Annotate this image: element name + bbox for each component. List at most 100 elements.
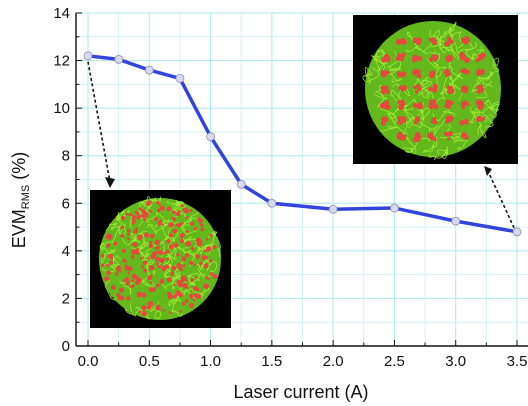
- constellation-symbol: [170, 272, 174, 277]
- constellation-symbol: [384, 53, 389, 59]
- constellation-high-current: [353, 15, 518, 164]
- constellation-symbol: [445, 42, 450, 47]
- constellation-symbol: [146, 200, 152, 206]
- constellation-symbol: [123, 278, 127, 283]
- constellation-symbol: [108, 260, 114, 265]
- constellation-symbol: [154, 217, 159, 222]
- constellation-symbol: [120, 225, 124, 230]
- constellation-symbol: [100, 254, 105, 258]
- constellation-symbol: [461, 132, 467, 138]
- data-point: [175, 74, 185, 83]
- constellation-symbol: [168, 276, 172, 280]
- constellation-symbol: [143, 268, 147, 273]
- constellation-symbol: [141, 209, 146, 214]
- constellation-symbol: [156, 304, 161, 309]
- constellation-symbol: [118, 287, 124, 293]
- constellation-symbol: [414, 116, 420, 123]
- constellation-symbol: [380, 69, 386, 75]
- constellation-symbol: [149, 241, 153, 245]
- constellation-symbol: [146, 304, 152, 310]
- constellation-symbol: [417, 103, 423, 110]
- data-point: [114, 54, 124, 64]
- constellation-symbol: [203, 249, 207, 253]
- constellation-symbol: [159, 278, 165, 284]
- constellation-symbol: [413, 39, 417, 44]
- constellation-symbol: [179, 238, 184, 244]
- constellation-symbol: [155, 262, 159, 266]
- constellation-symbol: [203, 263, 209, 269]
- constellation-symbol: [475, 117, 482, 123]
- x-axis-title: Laser current (A): [233, 382, 368, 402]
- constellation-symbol: [184, 299, 189, 303]
- constellation-symbol: [148, 243, 154, 248]
- constellation-symbol: [185, 278, 188, 282]
- constellation-symbol: [178, 282, 184, 288]
- constellation-symbol: [175, 290, 182, 296]
- constellation-symbol: [149, 234, 155, 239]
- constellation-symbol: [138, 207, 143, 211]
- constellation-symbol: [197, 218, 203, 224]
- inset-arrows: [87, 61, 515, 229]
- constellation-symbol: [386, 90, 390, 94]
- constellation-symbol: [430, 99, 437, 105]
- constellation-symbol: [131, 249, 137, 255]
- constellation-symbol: [428, 57, 433, 63]
- constellation-symbol: [386, 70, 390, 75]
- constellation-symbol: [430, 38, 435, 43]
- constellation-symbol: [204, 255, 208, 260]
- constellation-symbol: [384, 100, 389, 105]
- constellation-symbol: [130, 255, 135, 259]
- constellation-symbol: [137, 234, 143, 241]
- constellation-symbol: [171, 265, 177, 271]
- constellation-symbol: [463, 40, 468, 45]
- constellation-symbol: [150, 274, 153, 278]
- constellation-symbol: [129, 284, 133, 289]
- constellation-symbol: [399, 135, 406, 141]
- constellation-symbol: [431, 86, 438, 93]
- constellation-symbol: [118, 269, 122, 273]
- constellation-symbol: [110, 285, 116, 290]
- constellation-symbol: [412, 102, 418, 108]
- data-point: [236, 179, 246, 189]
- y-tick-label: 8: [62, 148, 70, 165]
- constellation-symbol: [166, 239, 171, 244]
- constellation-symbol: [385, 104, 391, 110]
- constellation-symbol: [416, 55, 420, 60]
- constellation-symbol: [141, 292, 147, 298]
- constellation-symbol: [143, 212, 149, 218]
- constellation-symbol: [135, 248, 140, 252]
- constellation-symbol: [398, 104, 405, 111]
- constellation-symbol: [147, 256, 150, 260]
- constellation-symbol: [189, 221, 195, 226]
- constellation-symbol: [445, 73, 449, 78]
- constellation-symbol: [168, 311, 172, 315]
- constellation-symbol: [209, 272, 214, 276]
- constellation-symbol: [175, 211, 181, 217]
- x-tick-label: 3.0: [445, 353, 466, 370]
- constellation-symbol: [171, 216, 176, 221]
- constellation-symbol: [428, 87, 433, 92]
- constellation-symbol: [185, 230, 189, 234]
- constellation-symbol: [198, 240, 203, 245]
- arrowhead-high: [484, 166, 492, 176]
- constellation-symbol: [185, 253, 190, 258]
- constellation-symbol: [181, 256, 187, 262]
- constellation-symbol: [412, 136, 419, 143]
- constellation-symbol: [416, 73, 422, 79]
- constellation-symbol: [191, 246, 194, 250]
- constellation-symbol: [401, 116, 406, 121]
- x-tick-label: 1.0: [200, 353, 221, 370]
- constellation-symbol: [414, 132, 421, 138]
- constellation-symbol: [481, 116, 486, 120]
- constellation-symbol: [166, 257, 170, 261]
- constellation-symbol: [148, 209, 153, 213]
- constellation-symbol: [178, 222, 183, 227]
- constellation-symbol: [175, 223, 179, 227]
- constellation-symbol: [193, 226, 197, 231]
- constellation-symbol: [133, 229, 138, 234]
- constellation-symbol: [189, 208, 193, 213]
- constellation-symbol: [106, 243, 111, 248]
- constellation-symbol: [142, 260, 148, 266]
- constellation-symbol: [162, 308, 165, 312]
